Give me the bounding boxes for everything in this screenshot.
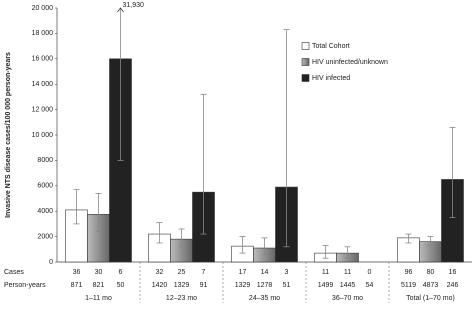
table-cell: 11 [322, 269, 329, 276]
annotation: 31,930 [123, 2, 145, 9]
legend-label: HIV infected [312, 75, 350, 82]
table-cell: 6 [119, 269, 123, 276]
table-cell: 871 [71, 282, 83, 289]
table-cell: 3 [285, 269, 289, 276]
x-tick-label: 1–11 mo [85, 295, 112, 302]
table-cell: 1329 [235, 282, 251, 289]
x-tick-label: 24–35 mo [249, 295, 280, 302]
y-tick-label: 20 000 [32, 5, 54, 12]
y-axis-label: Invasive NTS disease cases/100 000 perso… [5, 52, 12, 218]
table-cell: 17 [239, 269, 247, 276]
legend-swatch [301, 58, 310, 66]
row-label: Cases [4, 269, 24, 276]
y-tick-label: 14 000 [32, 81, 54, 88]
table-cell: 246 [447, 282, 459, 289]
y-tick-label: 0 [49, 259, 53, 266]
legend-swatch [301, 74, 310, 82]
table-cell: 36 [73, 269, 81, 276]
table-cell: 16 [449, 269, 457, 276]
arrow [117, 7, 124, 13]
y-tick-label: 18 000 [32, 30, 54, 37]
y-tick-label: 6000 [37, 183, 53, 190]
legend-label: Total Cohort [312, 43, 350, 50]
table-cell: 5119 [401, 282, 416, 289]
x-tick-label: 12–23 mo [166, 295, 197, 302]
x-tick-label: 36–70 mo [332, 295, 363, 302]
table-cell: 821 [93, 282, 105, 289]
row-label: Person-years [4, 282, 46, 289]
table-cell: 51 [283, 282, 291, 289]
table-cell: 0 [368, 269, 372, 276]
table-cell: 96 [405, 269, 413, 276]
table-cell: 1445 [340, 282, 356, 289]
table-cell: 50 [117, 282, 125, 289]
table-cell: 54 [366, 282, 374, 289]
table-cell: 11 [344, 269, 351, 276]
y-tick-label: 12 000 [32, 106, 54, 113]
table-cell: 7 [202, 269, 206, 276]
table-cell: 80 [427, 269, 435, 276]
table-cell: 32 [156, 269, 164, 276]
x-tick-label: Total (1–70 mo) [406, 295, 455, 302]
table-cell: 1499 [318, 282, 334, 289]
legend-label: HIV uninfected/unknown [312, 59, 388, 66]
y-tick-label: 2000 [37, 233, 53, 240]
y-tick-label: 16 000 [32, 56, 54, 63]
y-tick-label: 8000 [37, 157, 53, 164]
table-cell: 1278 [257, 282, 273, 289]
table-cell: 25 [178, 269, 186, 276]
table-cell: 1329 [174, 282, 190, 289]
table-cell: 30 [95, 269, 103, 276]
table-cell: 4873 [423, 282, 439, 289]
y-tick-label: 4000 [37, 208, 53, 215]
y-tick-label: 10 000 [32, 132, 54, 139]
table-cell: 91 [200, 282, 208, 289]
table-cell: 1420 [152, 282, 168, 289]
legend-swatch [301, 42, 310, 50]
table-cell: 14 [261, 269, 269, 276]
